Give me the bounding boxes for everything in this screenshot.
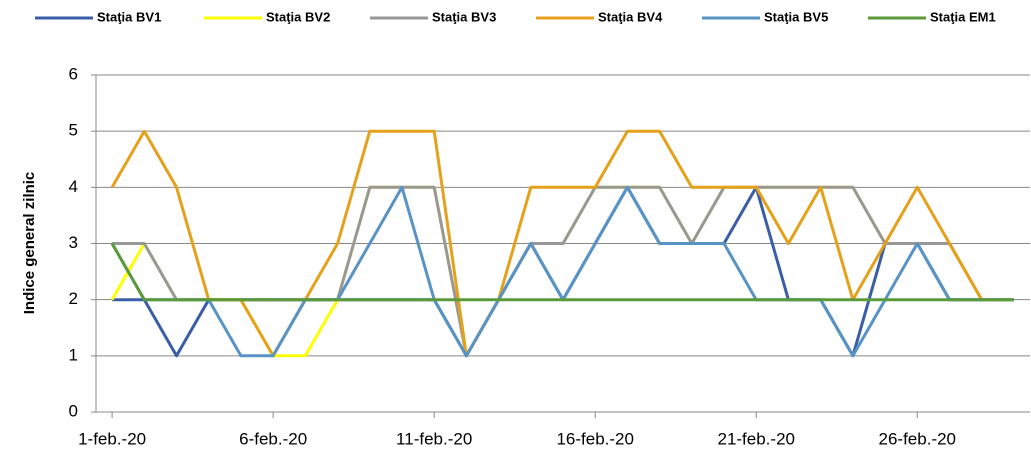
series-line <box>112 185 1014 358</box>
y-axis-title: Indice general zilnic <box>21 172 38 315</box>
series-line <box>110 185 1014 358</box>
series-line <box>110 129 1014 358</box>
legend-label: Staţia BV5 <box>764 9 828 24</box>
x-tick-label: 1-feb.-20 <box>78 429 146 448</box>
legend-label: Staţia BV3 <box>432 9 496 24</box>
x-tick-label: 21-feb.-20 <box>717 429 795 448</box>
y-tick-label: 4 <box>69 177 78 196</box>
y-tick-label: 2 <box>69 289 78 308</box>
y-tick-label: 5 <box>69 121 78 140</box>
legend-label: Staţia BV4 <box>598 9 663 24</box>
legend-label: Staţia BV1 <box>97 9 161 24</box>
y-tick-label: 1 <box>69 345 78 364</box>
x-tick-label: 11-feb.-20 <box>396 429 472 448</box>
x-tick-label: 6-feb.-20 <box>239 429 307 448</box>
legend-label: Staţia BV2 <box>266 9 330 24</box>
y-tick-label: 6 <box>69 64 78 83</box>
y-tick-label: 0 <box>69 401 78 420</box>
y-tick-label: 3 <box>69 233 78 252</box>
x-tick-label: 16-feb.-20 <box>556 429 634 448</box>
series-line <box>110 185 1014 358</box>
x-tick-label: 26-feb.-20 <box>879 429 957 448</box>
legend-label: Staţia EM1 <box>930 9 996 24</box>
series-line <box>110 242 1014 302</box>
series-line <box>112 185 1014 358</box>
